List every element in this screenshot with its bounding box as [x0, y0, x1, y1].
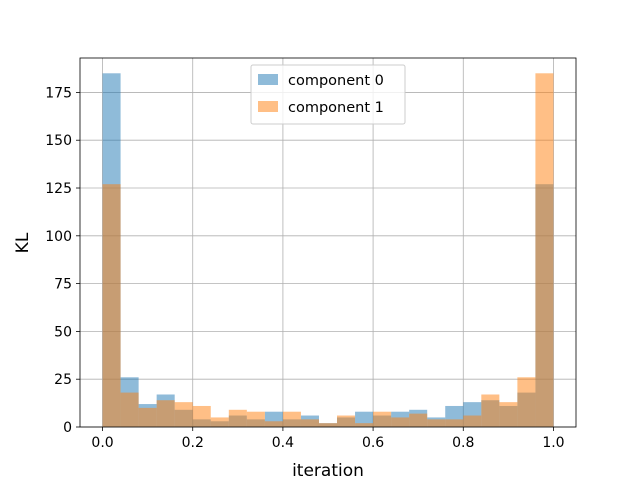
bar-series-1-bin-17 [409, 413, 428, 427]
y-tick-label-2: 50 [54, 324, 72, 340]
bar-series-1-bin-18 [427, 419, 446, 427]
x-tick-label-0: 0.0 [91, 435, 113, 451]
bar-series-1-bin-5 [192, 405, 211, 427]
bar-series-1-bin-16 [391, 417, 410, 427]
axes [79, 57, 577, 428]
bar-series-0-bin-14 [355, 411, 374, 427]
bar-series-1-bin-10 [282, 411, 301, 427]
x-tick-label-2: 0.4 [272, 435, 294, 451]
bar-series-1-bin-23 [517, 377, 536, 427]
bar-series-1-bin-15 [373, 411, 392, 427]
bar-series-1-bin-19 [445, 419, 464, 427]
bar-series-1-bin-20 [463, 415, 482, 427]
bar-series-1-bin-6 [210, 417, 229, 427]
x-tick-label-3: 0.6 [362, 435, 384, 451]
y-tick-label-0: 0 [63, 420, 72, 436]
bar-series-1-bin-1 [120, 392, 139, 427]
plot-frame [79, 57, 577, 428]
legend: component 0 component 1 [250, 64, 406, 125]
x-tick-label-5: 1.0 [542, 435, 564, 451]
y-tick-label-5: 125 [45, 181, 72, 197]
bars [102, 73, 554, 427]
bar-series-1-bin-4 [174, 402, 193, 427]
y-tick-label-3: 75 [54, 277, 72, 293]
y-tick-label-6: 150 [45, 133, 72, 149]
y-tick-label-4: 100 [45, 229, 72, 245]
legend-label-component-0: component 0 [288, 73, 384, 89]
y-tick-label-7: 175 [45, 85, 72, 101]
legend-swatch-component-0 [258, 74, 278, 85]
bar-series-1-bin-13 [337, 415, 356, 427]
bar-series-1-bin-11 [300, 419, 319, 427]
bar-series-1-bin-7 [228, 409, 247, 427]
tick-marks: 0.0 0.2 0.4 0.6 0.8 1.0 0 25 50 75 100 125 150 175 [45, 85, 564, 451]
bar-series-1-bin-9 [264, 421, 283, 427]
bar-series-1-bin-8 [246, 411, 265, 427]
bar-series-1-bin-24 [535, 73, 554, 427]
bar-series-1-bin-14 [355, 423, 374, 427]
y-tick-label-1: 25 [54, 372, 72, 388]
y-axis-label: KL [13, 232, 33, 253]
bar-series-1-bin-0 [102, 184, 121, 427]
bar-series-1-bin-2 [138, 407, 157, 427]
legend-box [250, 64, 406, 125]
x-tick-label-1: 0.2 [182, 435, 204, 451]
legend-label-component-1: component 1 [288, 100, 384, 116]
bar-series-1-bin-21 [481, 394, 500, 427]
legend-swatch-component-1 [258, 101, 278, 112]
bar-series-1-bin-3 [156, 400, 175, 427]
x-tick-label-4: 0.8 [452, 435, 474, 451]
bar-series-1-bin-22 [499, 402, 518, 427]
x-axis-label: iteration [292, 461, 364, 480]
bar-series-1-bin-12 [318, 423, 338, 427]
